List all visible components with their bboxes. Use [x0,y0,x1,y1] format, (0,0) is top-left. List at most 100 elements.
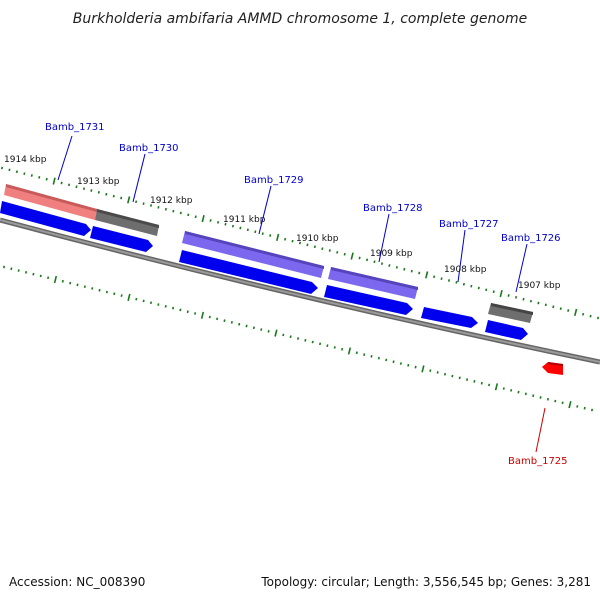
tick-minor [366,258,369,262]
tick-minor [172,306,175,310]
tick-minor [522,297,525,301]
gene-feature-bamb-1730[interactable] [95,209,159,236]
tick-minor [47,276,50,280]
tick-major [568,401,572,409]
tick-minor [291,239,294,243]
tick-major [52,177,56,185]
tick-minor [407,363,410,367]
tick-minor [313,245,316,249]
tick-minor [462,282,465,286]
tick-minor [15,170,18,174]
gene-label-bamb-1730[interactable]: Bamb_1730 [119,143,179,203]
tick-minor [194,215,197,219]
cds-arrow-bamb-1726[interactable] [485,320,528,340]
cds-arrow-bamb-1731[interactable] [0,201,91,236]
tick-minor [443,372,447,376]
accession-text: Accession: NC_008390 [9,575,145,589]
cds-arrow-bamb-1729[interactable] [179,250,318,294]
tick-minor [385,358,388,362]
tick-minor [480,381,483,385]
tick-minor [507,294,510,297]
tick-minor [76,283,79,287]
gene-label-text: Bamb_1731 [45,122,105,133]
tick-minor [395,266,398,269]
gene-label-text: Bamb_1726 [501,233,561,244]
cds-arrow-bamb-1730[interactable] [90,226,153,252]
tick-minor [120,294,123,297]
tick-minor [524,392,527,396]
gene-label-bamb-1726[interactable]: Bamb_1726 [501,233,561,293]
tick-minor [447,279,451,282]
tick-minor [388,264,391,267]
tick-minor [135,200,138,204]
tick-minor [194,312,197,315]
gene-label-bamb-1729[interactable]: Bamb_1729 [244,175,304,235]
gene-label-bamb-1731[interactable]: Bamb_1731 [45,122,105,181]
tick-minor [97,191,100,194]
gene-feature-bamb-1726[interactable] [488,303,533,323]
tick-minor [261,232,264,235]
tick-minor [60,181,63,185]
tick-minor [414,365,417,369]
tick-minor [373,260,376,264]
tick-minor [363,353,366,356]
tick-minor [135,297,138,301]
gene-feature-bamb-1729[interactable] [182,231,324,278]
tick-minor [470,284,473,288]
tick-major [421,365,425,373]
tick-minor [590,408,594,412]
tick-minor [91,287,94,290]
gene-label-bamb-1728[interactable]: Bamb_1728 [363,203,423,263]
tick-major [425,271,429,279]
tick-major [276,233,280,241]
tick-major [499,290,503,298]
tick-minor [298,241,302,245]
tick-minor [477,286,480,290]
tick-minor [328,249,331,252]
tick-minor [142,202,145,205]
tick-minor [552,305,555,309]
tick-minor [260,328,263,331]
tick-minor [466,378,469,381]
tick-minor [510,389,513,392]
tick-minor [370,354,373,358]
tick-minor [567,309,570,312]
tick-minor [343,252,346,256]
gene-feature-bamb-1731[interactable] [4,184,97,220]
tick-minor [69,281,72,285]
tick-minor [25,271,28,274]
tick-minor [410,269,413,273]
tick-minor [576,405,579,408]
gene-feature-bamb-1725[interactable] [542,362,563,375]
tick-minor [61,279,64,283]
kbp-label: 1914 kbp [4,155,47,165]
tick-minor [10,267,13,271]
tick-minor [30,174,33,177]
gene-label-text: Bamb_1729 [244,175,304,186]
tick-minor [539,396,542,399]
tick-minor [358,256,361,260]
gene-label-bamb-1727[interactable]: Bamb_1727 [439,219,499,283]
tick-minor [120,196,123,200]
map-title: Burkholderia ambifaria AMMD chromosome 1… [73,11,527,27]
kbp-label: 1907 kbp [518,281,561,291]
tick-minor [296,337,300,340]
gene-feature-bamb-1728[interactable] [328,267,418,299]
gene-label-bamb-1725[interactable]: Bamb_1725 [508,407,568,467]
tick-minor [238,322,241,326]
tick-minor [164,207,167,211]
tick-minor [537,301,540,305]
tick-minor [289,335,292,339]
tick-major [350,252,354,260]
cds-arrow-bamb-1728[interactable] [324,285,413,315]
genome-summary-text: Topology: circular; Length: 3,556,545 bp… [260,575,591,589]
tick-minor [492,290,495,294]
tick-minor [336,251,339,254]
cds-arrow-bamb-1727[interactable] [421,307,478,328]
tick-minor [282,333,285,337]
tick-minor [32,272,35,276]
tick-minor [502,387,505,390]
gene-label-text: Bamb_1727 [439,219,499,230]
tick-minor [304,338,307,342]
